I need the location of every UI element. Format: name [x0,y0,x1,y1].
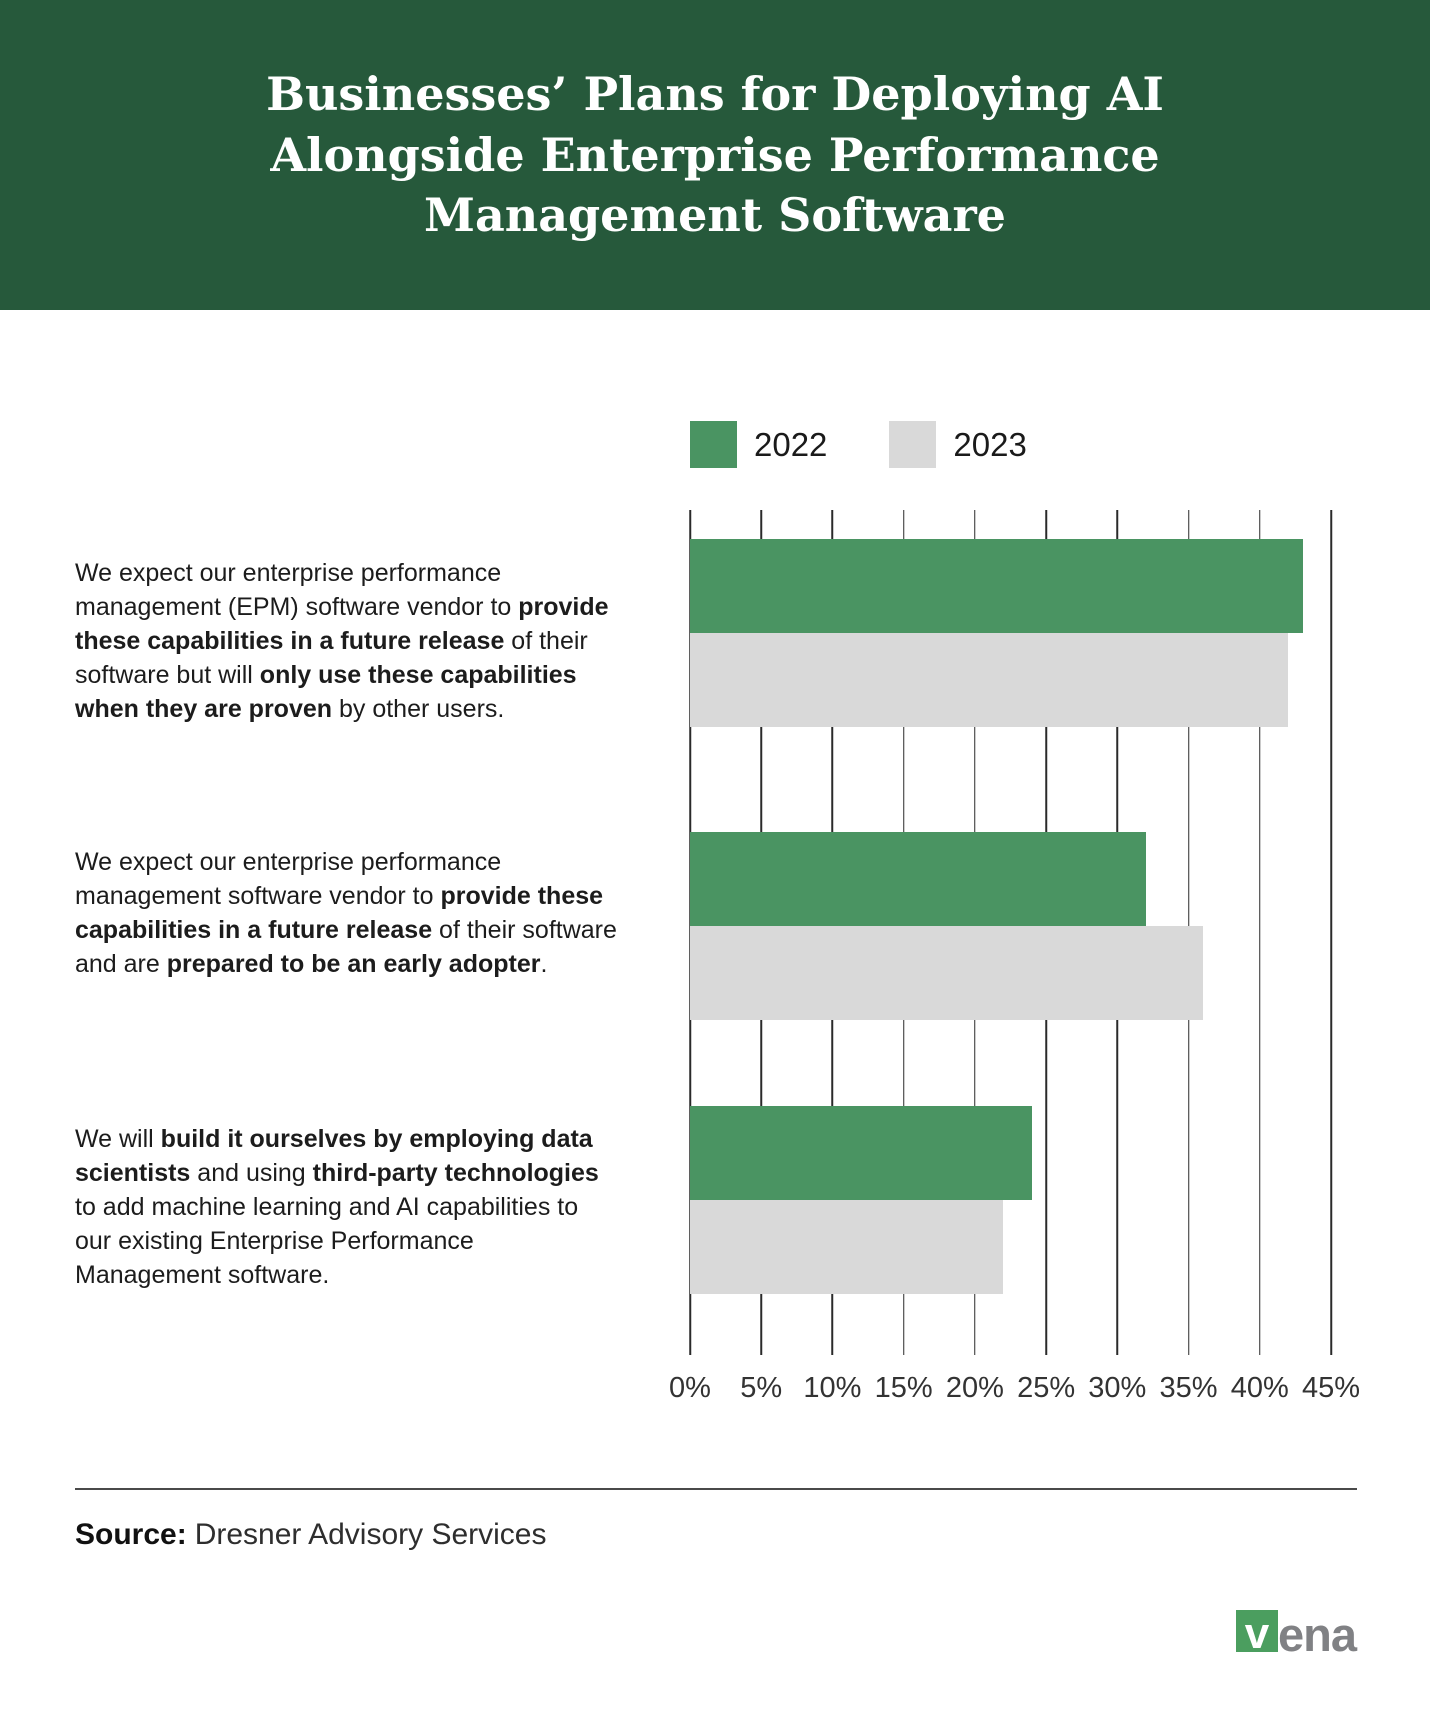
category-text: and using [190,1159,313,1187]
legend-label-2023: 2023 [953,425,1027,463]
axis-tick-label-5%: 5% [740,1372,783,1404]
category-text-bold: only use these capabilities when they ar… [75,661,577,723]
gridline-45% [1330,510,1332,1355]
axis-tick-label-45%: 45% [1301,1372,1361,1404]
category-text: of their software and are [75,916,617,978]
footer-divider [75,1488,1357,1490]
bar-group-1 [690,539,1331,727]
category-text: . [540,950,548,978]
chart-legend: 2022 2023 [690,421,1027,468]
axis-labels: 0% 5% 10% 15% 20% 25% 30% 35% 40% 45% [669,1372,1360,1414]
bar-category1-2022 [690,539,1303,633]
source-label: Source: [75,1518,187,1551]
legend-item-2022: 2022 [690,421,827,468]
plot-area: 0% 5% 10% 15% 20% 25% 30% 35% 40% 45% [669,510,1360,1404]
category-text-bold: third-party technologies [312,1159,599,1187]
axis-tick-label-40%: 40% [1230,1372,1289,1404]
category-text-bold: provide these capabilities in a future r… [75,882,604,944]
axis-tick-label-0%: 0% [669,1372,711,1404]
axis-tick-label-20%: 20% [945,1372,1004,1404]
category-text-bold: prepared to be an early adopter [166,950,541,978]
bar-category2-2022 [690,832,1146,926]
legend-label-2022: 2022 [754,425,828,463]
category-label-3: We will build it ourselves by employing … [75,1122,620,1292]
axis-tick-label-15%: 15% [874,1372,933,1404]
gridline-40% [1259,510,1261,1355]
bar-category3-2023 [690,1200,1004,1294]
category-text: of their software but will [75,627,588,689]
legend-item-2023: 2023 [889,421,1027,468]
category-text: We will [75,1125,161,1153]
bar-category2-2023 [690,926,1203,1020]
vena-logo: v ena [1236,1608,1357,1662]
category-text: to add machine learning and AI capabilit… [75,1193,579,1289]
bar-group-3 [690,1106,1331,1294]
axis-tick-label-25%: 25% [1017,1372,1076,1404]
vena-logo-mark: v [1236,1610,1278,1652]
vena-logo-v: v [1244,1610,1270,1652]
axis-tick-label-35%: 35% [1159,1372,1218,1404]
legend-swatch-2022 [690,421,737,468]
category-text: We expect our enterprise performance man… [75,559,519,621]
bar-category1-2023 [690,633,1289,727]
category-label-2: We expect our enterprise performance man… [75,845,620,981]
category-text: We expect our enterprise performance man… [75,848,502,910]
legend-swatch-2023 [889,421,937,468]
category-label-1: We expect our enterprise performance man… [75,556,620,726]
header-banner: Businesses’ Plans for Deploying AI Along… [0,0,1430,310]
bar-category3-2022 [690,1106,1032,1200]
axis-tick-label-10%: 10% [803,1372,862,1404]
category-text-bold: build it ourselves by employing data sci… [75,1125,593,1187]
source-value: Dresner Advisory Services [194,1518,547,1551]
page-title: Businesses’ Plans for Deploying AI Along… [266,66,1164,243]
category-text-bold: provide these capabilities in a future r… [75,593,609,655]
bar-group-2 [690,832,1331,1020]
axis-tick-label-30%: 30% [1088,1372,1147,1404]
vena-logo-text: ena [1278,1608,1357,1662]
source-line: Source: Dresner Advisory Services [75,1518,547,1552]
category-text: by other users. [332,695,505,723]
